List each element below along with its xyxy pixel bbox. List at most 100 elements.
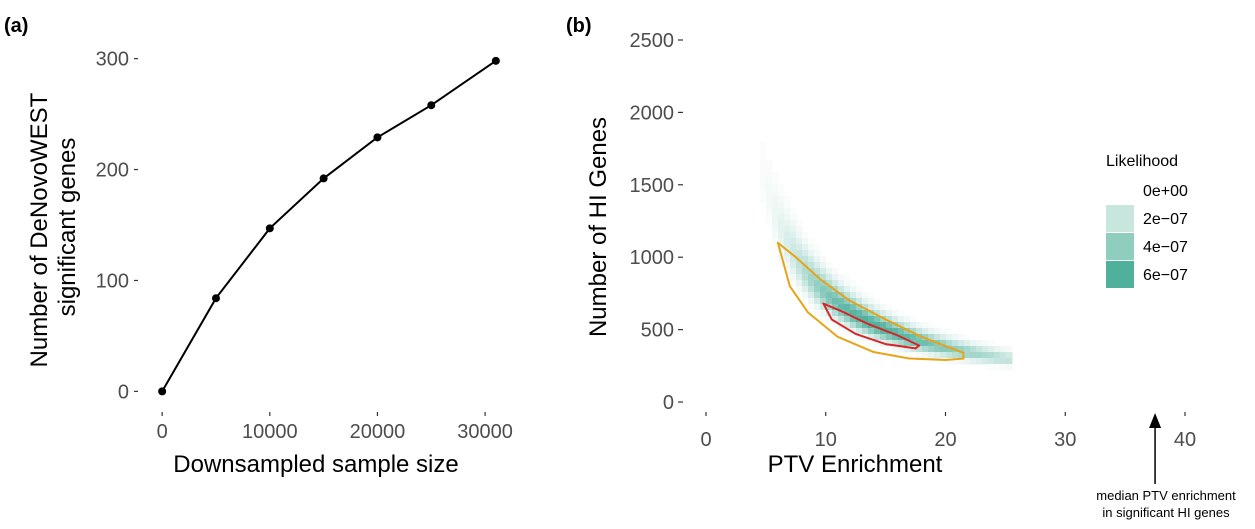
panel-b-y-ticks: 0 500 1000 1500 2000 2500 (630, 30, 683, 414)
heatmap-cell (964, 340, 971, 347)
heatmap-cell (874, 310, 881, 317)
heatmap-cell (952, 358, 959, 365)
heatmap-cell (964, 352, 971, 359)
heatmap-cell (982, 346, 989, 353)
data-point (265, 224, 274, 233)
heatmap-cell (808, 238, 815, 245)
heatmap-cell (844, 322, 851, 329)
panel-a: (a) 0 100 200 300 0 10000 20000 30000 Downsamp… (4, 15, 513, 478)
panel-b-label: (b) (566, 15, 592, 37)
heatmap-cell (916, 352, 923, 359)
heatmap-cell (784, 250, 791, 257)
heatmap-cell (784, 208, 791, 215)
y-tick-label: 2000 (630, 102, 675, 124)
heatmap-cell (784, 196, 791, 203)
heatmap-cell (820, 292, 827, 299)
heatmap-cell (970, 346, 977, 353)
heatmap-cell (940, 352, 947, 359)
heatmap-cell (814, 256, 821, 263)
heatmap-cell (778, 226, 785, 233)
y-tick-label: 0 (118, 381, 129, 403)
heatmap-cell (856, 298, 863, 305)
heatmap-cell (856, 322, 863, 329)
heatmap-cell (844, 292, 851, 299)
heatmap-cell (772, 208, 779, 215)
heatmap-cell (838, 310, 845, 317)
heatmap-cell (868, 310, 875, 317)
heatmap-cell (856, 334, 863, 341)
heatmap-cell (988, 364, 995, 371)
heatmap-cell (766, 172, 773, 179)
heatmap-cell (790, 244, 797, 251)
heatmap-cell (1006, 346, 1013, 353)
heatmap-cell (928, 346, 935, 353)
heatmap-cell (868, 316, 875, 323)
heatmap-cell (784, 262, 791, 269)
heatmap-cell (874, 340, 881, 347)
heatmap-cell (850, 292, 857, 299)
y-tick-label: 1000 (630, 247, 675, 269)
heatmap-cell (892, 316, 899, 323)
heatmap-cell (862, 316, 869, 323)
heatmap-cell (862, 310, 869, 317)
heatmap-cell (850, 316, 857, 323)
heatmap-cell (790, 274, 797, 281)
heatmap-cell (934, 328, 941, 335)
heatmap-cell (868, 334, 875, 341)
heatmap-cell (928, 352, 935, 359)
heatmap-cell (790, 220, 797, 227)
heatmap-cell (826, 280, 833, 287)
heatmap-cell (898, 322, 905, 329)
heatmap-cell (880, 322, 887, 329)
heatmap-cell (790, 268, 797, 275)
heatmap-cell (796, 280, 803, 287)
heatmap-cell (832, 268, 839, 275)
heatmap-cell (796, 262, 803, 269)
heatmap-cell (772, 190, 779, 197)
panel-a-y-axis-title: Number of DeNovoWEST significant genes (26, 87, 81, 368)
heatmap-cell (922, 352, 929, 359)
heatmap-cell (778, 220, 785, 227)
heatmap-cell (916, 334, 923, 341)
heatmap-cell (808, 292, 815, 299)
heatmap-cell (844, 274, 851, 281)
heatmap-cell (904, 340, 911, 347)
y-tick-label: 2500 (630, 30, 675, 52)
heatmap-cell (862, 292, 869, 299)
heatmap-cell (802, 274, 809, 281)
heatmap-cell (778, 190, 785, 197)
heatmap-cell (814, 286, 821, 293)
heatmap-cell (802, 292, 809, 299)
heatmap-cell (988, 352, 995, 359)
heatmap-cell (790, 280, 797, 287)
x-tick-label: 20 (934, 429, 956, 451)
y-tick-label: 500 (641, 320, 674, 342)
heatmap-cell (922, 322, 929, 329)
legend-title: Likelihood (1106, 153, 1178, 170)
heatmap-cell (994, 364, 1001, 371)
heatmap-cell (856, 328, 863, 335)
heatmap-cell (832, 316, 839, 323)
heatmap-cell (994, 358, 1001, 365)
heatmap-cell (820, 304, 827, 311)
heatmap-cell (814, 268, 821, 275)
heatmap-cell (766, 196, 773, 203)
heatmap-cell (844, 328, 851, 335)
heatmap-cell (850, 304, 857, 311)
x-tick-label: 0 (157, 421, 168, 443)
heatmap-cell (946, 358, 953, 365)
heatmap-cell (904, 322, 911, 329)
likelihood-legend: Likelihood 0e+00 2e−07 4e−07 6e−07 (1106, 153, 1188, 288)
heatmap-cell (832, 304, 839, 311)
heatmap-cell (796, 286, 803, 293)
heatmap-cell (766, 160, 773, 167)
heatmap-cell (778, 238, 785, 245)
heatmap-cell (772, 214, 779, 221)
heatmap-cell (784, 220, 791, 227)
series-line (161, 60, 497, 392)
heatmap-cell (904, 316, 911, 323)
heatmap-cell (964, 358, 971, 365)
panel-b-x-axis-title: PTV Enrichment (768, 451, 943, 478)
heatmap-cell (814, 262, 821, 269)
heatmap-cell (772, 238, 779, 245)
